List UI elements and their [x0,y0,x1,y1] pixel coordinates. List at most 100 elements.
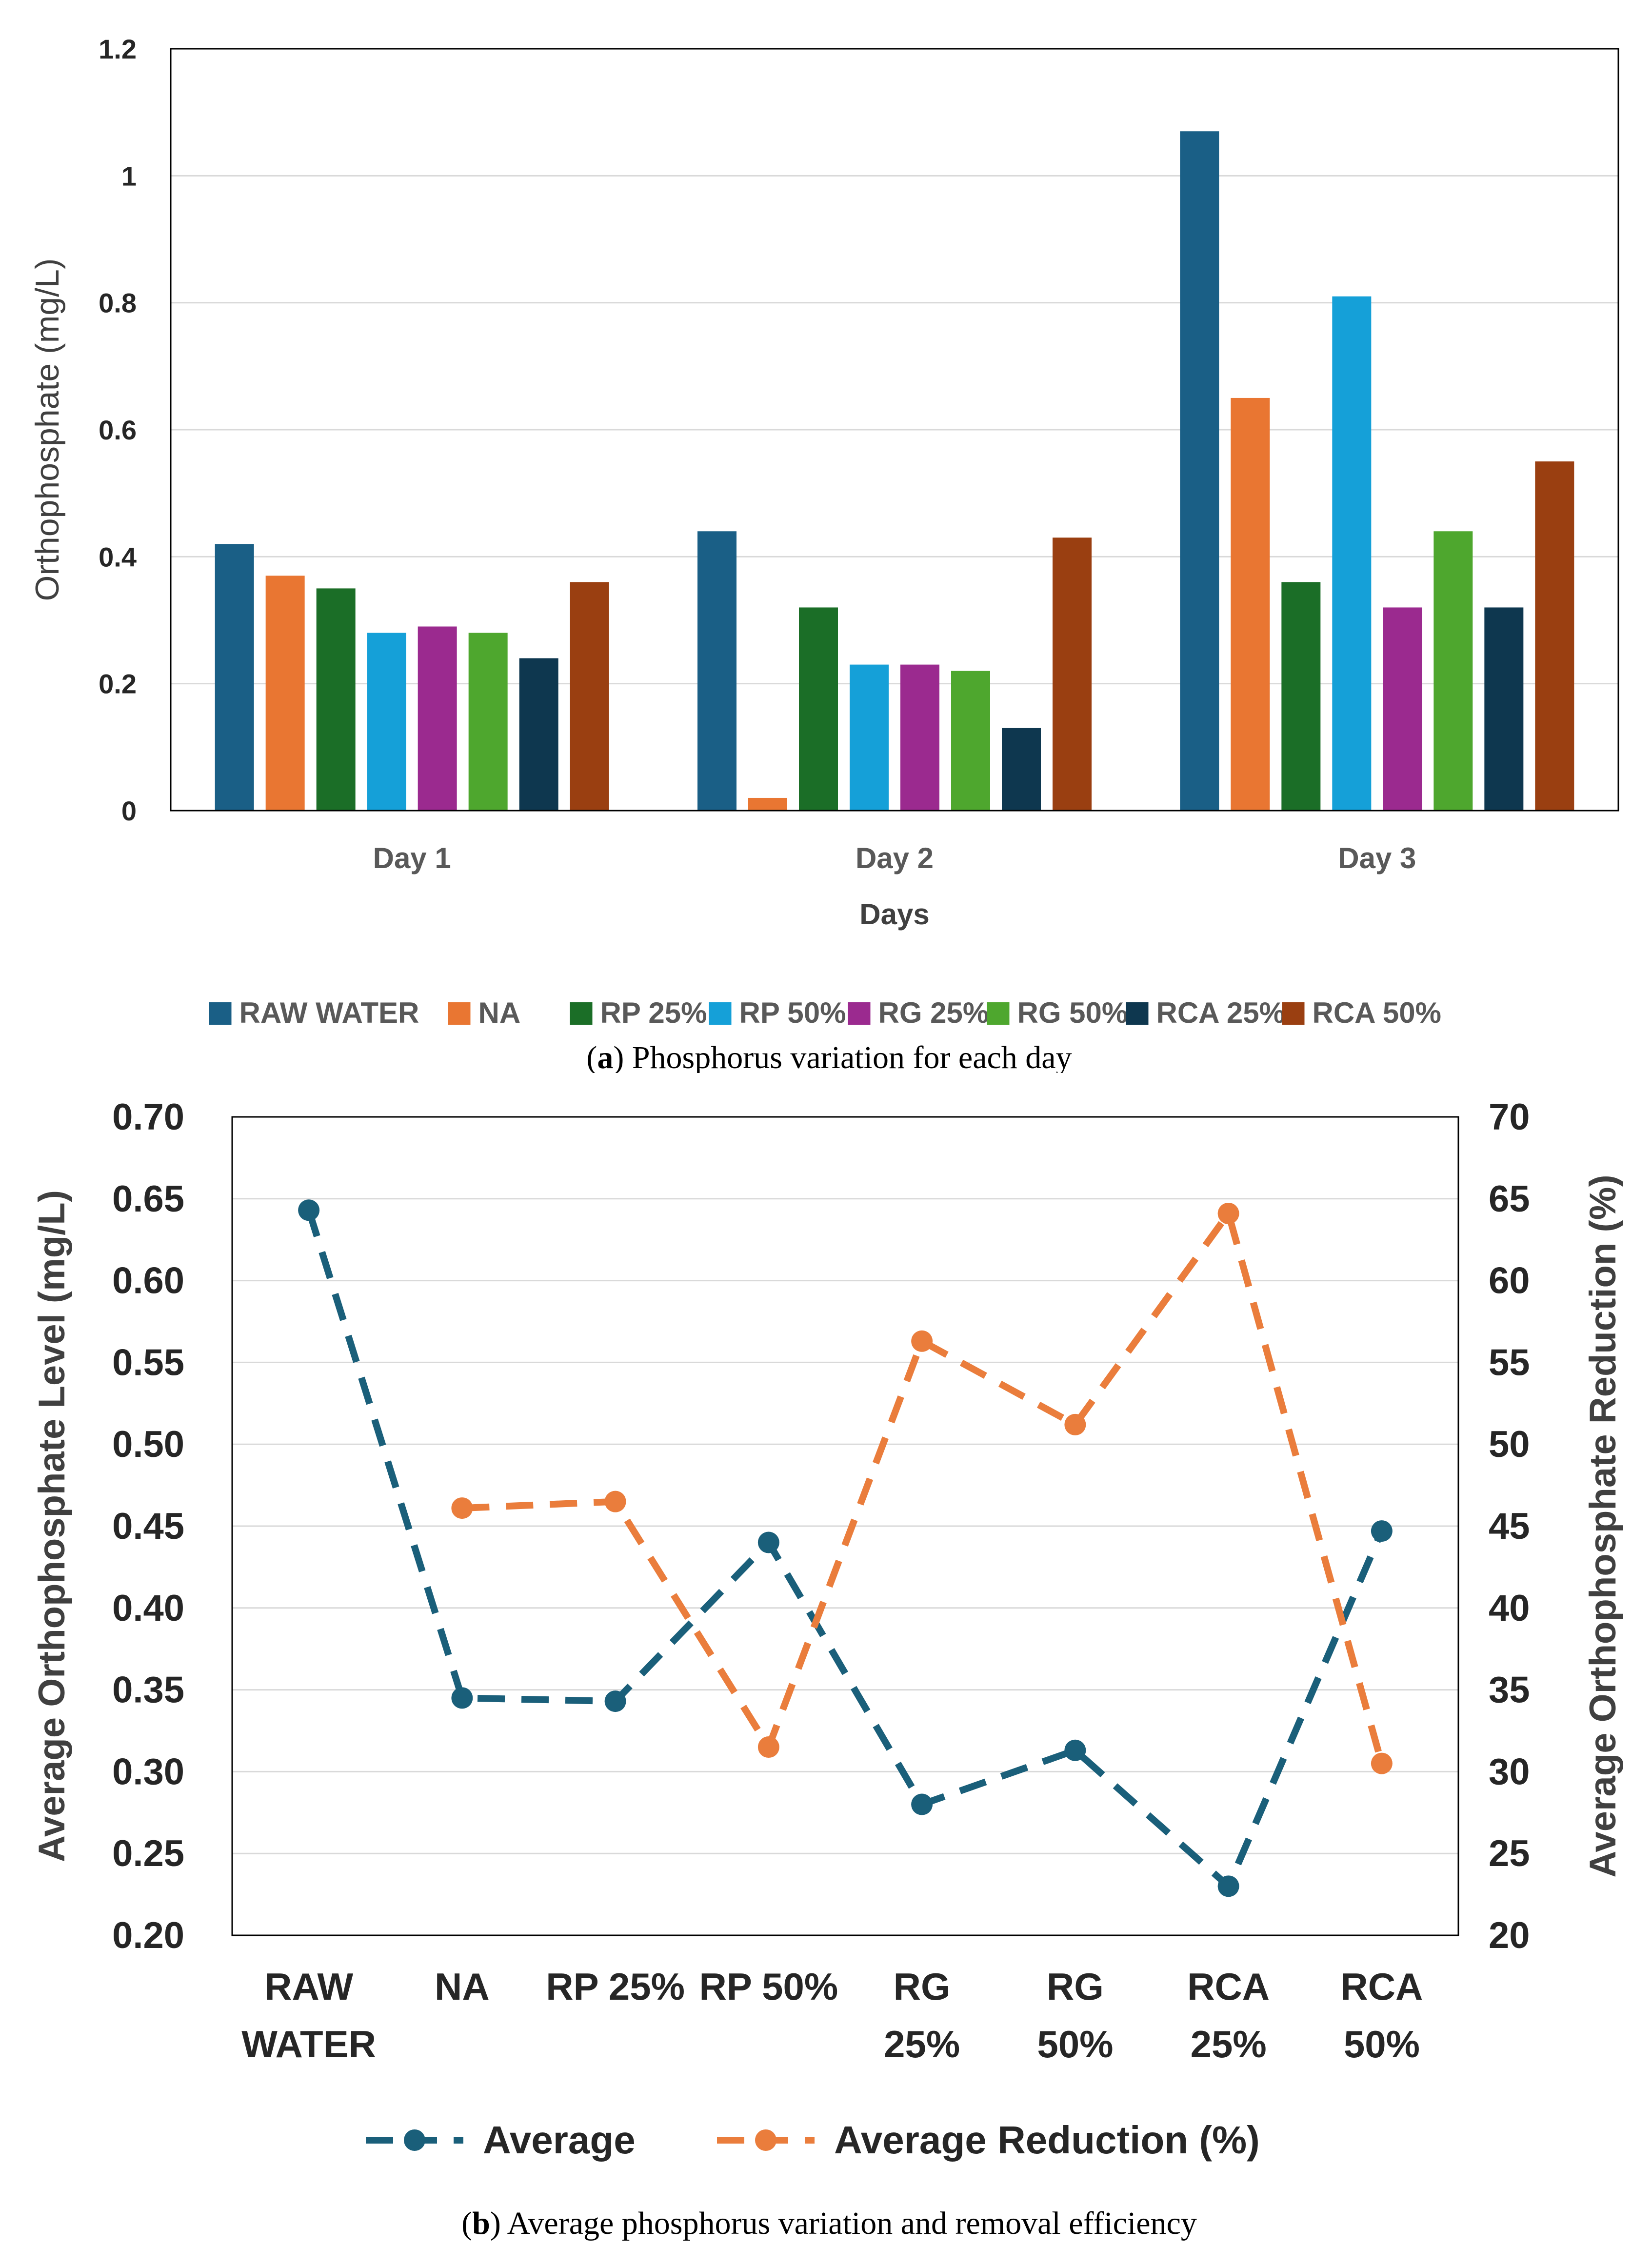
bar [850,664,889,811]
legend-swatch [709,1002,732,1025]
bar-chart-x-axis-label: Days [859,898,929,931]
data-point [1217,1875,1239,1897]
bar [1332,296,1372,811]
x-tick-label: Day 2 [856,842,934,875]
data-point [1217,1203,1239,1225]
y-tick-label: 0.4 [99,541,137,572]
bar [1231,398,1270,811]
data-point [1064,1413,1086,1435]
legend-swatch [448,1002,471,1025]
data-point [911,1793,933,1815]
x-tick-label: RP 25% [546,1965,685,2008]
data-point [757,1531,779,1553]
right-tick-label: 20 [1489,1915,1530,1956]
left-tick-label: 0.40 [112,1588,184,1629]
x-tick-label: 25% [1191,2023,1267,2066]
x-tick-label: 25% [884,2023,960,2066]
legend-label: RCA 50% [1313,996,1442,1029]
bar-chart-gridlines [171,175,1618,685]
data-point [604,1491,626,1512]
bar [1053,537,1092,811]
line-chart-x-tick-labels: RAW WATER NA RP 25% RP 50% RG 25% RG 50% RCA 25% RC… [241,1965,1423,2066]
line-chart-series [298,1199,1393,1897]
x-tick-label: RAW [264,1965,353,2008]
line-chart-plot-frame [231,1116,1459,1936]
legend-label: RP 50% [739,996,846,1029]
bar [468,633,508,811]
bar [1002,728,1041,811]
right-tick-label: 25 [1489,1833,1530,1874]
caption-open-paren: ( [586,1040,597,1073]
legend-label: Average [483,2118,636,2162]
bar [1281,582,1321,811]
right-tick-label: 45 [1489,1506,1530,1547]
right-tick-label: 30 [1489,1751,1530,1792]
x-tick-label: WATER [241,2023,376,2066]
x-tick-label: Day 1 [373,842,451,875]
data-point [298,1199,320,1221]
y-tick-label: 0 [121,795,137,826]
orthophosphate-bar-chart: 0 0.2 0.4 0.6 0.8 1 1.2 Day 1 Day 2 Day 3 Orthop… [29,34,1619,1073]
y-tick-label: 0.2 [99,669,137,699]
average-orthophosphate-line-chart: 0.20 0.25 0.30 0.35 0.40 0.45 0.50 0.55 0.60 0.65… [31,1096,1624,2241]
y-tick-label: 1.2 [99,34,137,64]
legend-label: NA [478,996,521,1029]
bar [1535,461,1574,811]
data-point [911,1330,933,1352]
legend-label: RCA 25% [1156,996,1286,1029]
legend-swatch [987,1002,1010,1025]
left-tick-label: 0.50 [112,1424,184,1465]
x-tick-label: NA [435,1965,490,2008]
line-chart-caption: (b) Average phosphorus variation and rem… [461,2206,1197,2241]
bar [519,658,558,811]
bar [1484,607,1524,811]
bar [1180,131,1219,811]
bar [418,626,457,811]
bar [1383,607,1422,811]
line-chart-gridlines [232,1198,1458,1854]
x-tick-label: RCA [1340,1965,1423,2008]
x-tick-label: RG [1047,1965,1104,2008]
bar [951,671,990,811]
legend-swatch [848,1002,871,1025]
left-tick-label: 0.55 [112,1342,184,1383]
legend-label: RG 25% [878,996,989,1029]
bar-chart-y-tick-labels: 0 0.2 0.4 0.6 0.8 1 1.2 [99,34,137,826]
y-tick-label: 1 [121,160,137,191]
y-tick-label: 0.6 [99,415,137,445]
data-point [1064,1739,1086,1761]
bar-chart-x-tick-labels: Day 1 Day 2 Day 3 [373,842,1416,875]
data-point [451,1497,473,1519]
bar-chart-y-axis-label: Orthophosphate (mg/L) [29,258,66,601]
data-point [757,1736,779,1758]
legend-swatch [1282,1002,1305,1025]
left-tick-label: 0.20 [112,1915,184,1956]
bar-chart-legend: RAW WATER NA RP 25% RP 50% RG 25% RG 50% RCA 2… [209,996,1442,1029]
bar [215,544,254,811]
bar-chart-caption: (a) Phosphorus variation for each day [586,1040,1072,1073]
legend-label: Average Reduction (%) [834,2118,1260,2162]
x-tick-label: RCA [1187,1965,1270,2008]
left-tick-label: 0.35 [112,1670,184,1711]
legend-swatch [1126,1002,1149,1025]
left-tick-label: 0.30 [112,1751,184,1792]
bar-chart-bars [215,131,1574,811]
right-tick-label: 55 [1489,1342,1530,1383]
right-tick-label: 65 [1489,1178,1530,1220]
bar [1433,531,1473,811]
x-tick-label: Day 3 [1338,842,1416,875]
caption-text: ) Phosphorus variation for each day [613,1040,1072,1073]
y-tick-label: 0.8 [99,288,137,318]
line-chart-left-axis-label: Average Orthophosphate Level (mg/L) [31,1190,73,1862]
line-chart-left-tick-labels: 0.20 0.25 0.30 0.35 0.40 0.45 0.50 0.55 0.60 0.65… [112,1096,184,1956]
legend-label: RAW WATER [239,996,419,1029]
x-tick-label: 50% [1037,2023,1113,2066]
caption-letter: b [472,2206,490,2241]
right-tick-label: 70 [1489,1096,1530,1138]
series-line [305,1209,1385,1890]
series-line [462,1210,1385,1765]
bar [316,588,356,811]
bar [570,582,609,811]
legend-marker [755,2129,776,2151]
bar [265,576,305,811]
